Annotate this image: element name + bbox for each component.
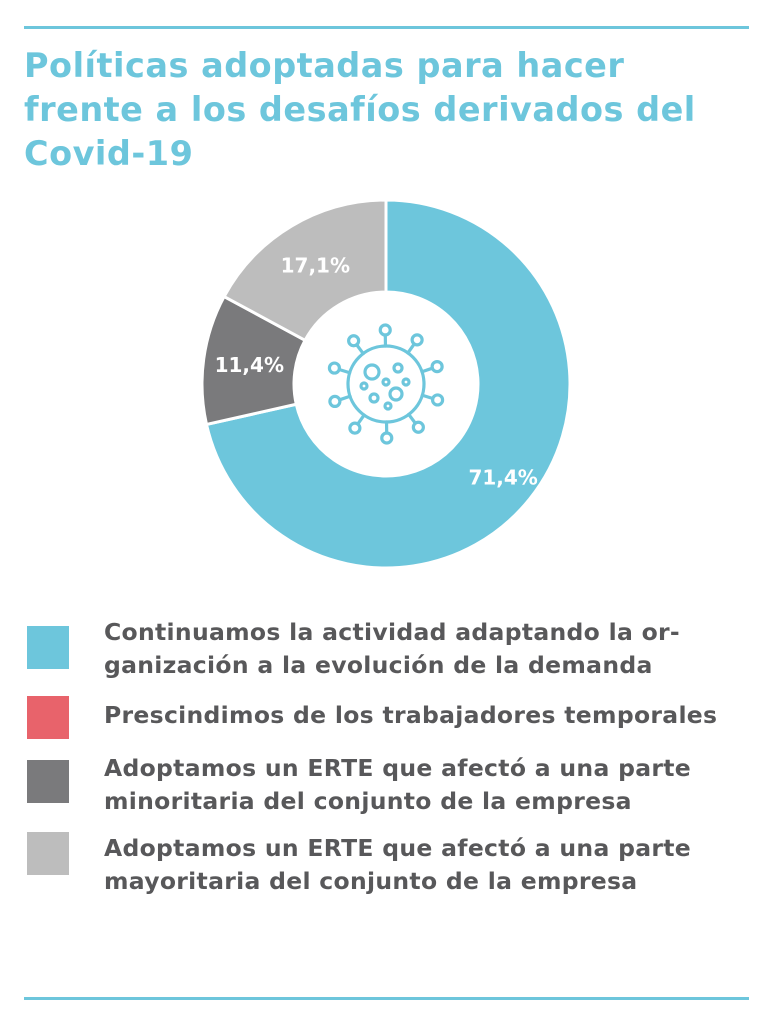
legend-label: Prescindimos de los trabajadores tempora… xyxy=(104,701,718,729)
virus-icon xyxy=(327,323,445,445)
legend-label: Continuamos la actividad adaptando la or… xyxy=(104,618,680,679)
legend-swatch xyxy=(27,696,69,739)
slice-data-label: 11,4% xyxy=(215,353,284,377)
bottom-divider xyxy=(24,997,749,1000)
donut-slice xyxy=(222,198,388,343)
donut-slice xyxy=(204,198,572,570)
slice-data-label: 71,4% xyxy=(468,466,537,490)
donut-chart: 71,4% 11,4% 17,1% xyxy=(200,198,572,570)
legend-label: Adoptamos un ERTE que afectó a una parte… xyxy=(104,754,692,815)
legend-swatch xyxy=(27,832,69,875)
legend-label: Adoptamos un ERTE que afectó a una parte… xyxy=(104,834,692,895)
legend-swatch xyxy=(27,760,69,803)
top-divider xyxy=(24,26,749,29)
legend-swatch xyxy=(27,626,69,669)
chart-title: Políticas adoptadas para hacer frente a … xyxy=(24,46,696,173)
slice-data-label: 17,1% xyxy=(281,253,350,277)
